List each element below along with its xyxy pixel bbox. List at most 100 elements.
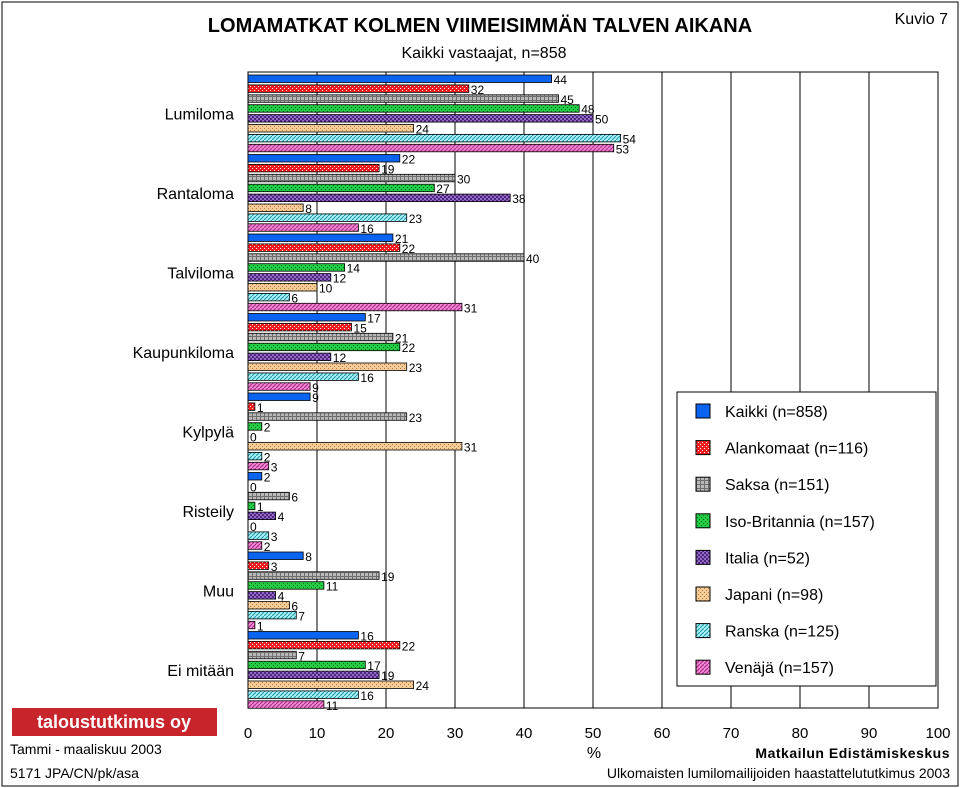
data-label: 53 xyxy=(616,142,630,156)
x-tick-label: 50 xyxy=(585,725,602,742)
source-note: Ulkomaisten lumilomailijoiden haastattel… xyxy=(607,765,950,781)
bar-alankomaat-lumiloma xyxy=(247,84,470,93)
data-label: 19 xyxy=(381,162,395,176)
data-label: 0 xyxy=(250,480,257,494)
x-tick-label: 80 xyxy=(792,725,809,742)
bar-ranska-muu xyxy=(247,611,297,620)
bar-kaikki-ei-mitaan xyxy=(247,631,359,640)
category-label-kylpyla: Kylpylä xyxy=(182,425,234,442)
data-label: 4 xyxy=(278,510,285,524)
chart-title: LOMAMATKAT KOLMEN VIIMEISIMMÄN TALVEN AI… xyxy=(208,14,752,37)
data-label: 22 xyxy=(402,341,416,355)
data-label: 30 xyxy=(457,172,471,186)
bar-kaikki-muu xyxy=(247,551,304,560)
legend-entry-ranska: Ranska (n=125) xyxy=(725,624,839,641)
data-label: 23 xyxy=(409,361,423,375)
bar-saksa-talviloma xyxy=(247,253,525,262)
data-label: 3 xyxy=(271,530,278,544)
bar-ranska-lumiloma xyxy=(247,133,622,143)
bar-iso-britannia-lumiloma xyxy=(247,104,580,113)
category-label-kaupunkiloma: Kaupunkiloma xyxy=(133,345,235,362)
x-tick-label: 90 xyxy=(861,725,878,742)
data-label: 32 xyxy=(471,83,485,97)
x-axis-label: % xyxy=(587,745,601,762)
bar-kaikki-rantaloma xyxy=(247,154,401,163)
data-label: 8 xyxy=(305,550,312,564)
bar-kaikki-lumiloma xyxy=(247,74,553,83)
survey-date: Tammi - maaliskuu 2003 xyxy=(10,741,162,757)
bar-alankomaat-ei-mitaan xyxy=(247,641,401,650)
category-label-rantaloma: Rantaloma xyxy=(157,186,234,203)
category-label-ei-mitaan: Ei mitään xyxy=(167,663,234,680)
category-label-lumiloma: Lumiloma xyxy=(165,107,234,124)
bar-venaja-lumiloma xyxy=(247,143,615,153)
legend-swatch-iso-britannia xyxy=(695,513,711,529)
data-label: 11 xyxy=(326,699,339,713)
data-label: 22 xyxy=(402,153,416,167)
bar-italia-kaupunkiloma xyxy=(247,352,332,362)
data-label: 19 xyxy=(381,669,395,683)
legend-swatch-japani xyxy=(695,586,711,602)
logo: taloustutkimus oy xyxy=(12,708,217,736)
bar-kaikki-kaupunkiloma xyxy=(247,313,366,322)
bar-iso-britannia-muu xyxy=(247,581,325,590)
data-label: 27 xyxy=(436,182,450,196)
bar-saksa-muu xyxy=(247,571,380,580)
bar-venaja-muu xyxy=(247,620,256,630)
legend: Kaikki (n=858) Alankomaat (n=116) Saksa (n… xyxy=(676,391,937,687)
x-tick-label: 100 xyxy=(925,725,950,742)
bar-alankomaat-rantaloma xyxy=(247,163,380,173)
legend-entry-alankomaat: Alankomaat (n=116) xyxy=(725,441,868,458)
data-label: 12 xyxy=(333,351,347,365)
data-label: 2 xyxy=(264,450,271,464)
data-label: 23 xyxy=(409,212,423,226)
data-label: 6 xyxy=(291,490,298,504)
data-label: 40 xyxy=(526,252,540,266)
data-label: 7 xyxy=(298,609,305,623)
bar-venaja-ei-mitaan xyxy=(247,700,325,709)
data-label: 24 xyxy=(416,123,430,137)
figure-label: Kuvio 7 xyxy=(895,11,948,28)
bar-saksa-kylpyla xyxy=(247,412,408,421)
data-label: 21 xyxy=(395,232,409,246)
bar-kaikki-talviloma xyxy=(247,233,394,242)
bar-japani-muu xyxy=(247,601,290,610)
bar-italia-muu xyxy=(247,591,277,600)
legend-entry-iso-britannia: Iso-Britannia (n=157) xyxy=(725,514,875,531)
data-label: 38 xyxy=(512,192,526,206)
data-label: 2 xyxy=(264,421,271,435)
bar-italia-ei-mitaan xyxy=(247,670,380,679)
x-axis-ticks: 0 10 20 30 40 50 60 70 80 90 100 xyxy=(244,725,951,742)
bar-italia-risteily xyxy=(247,511,277,520)
report-code: 5171 JPA/CN/pk/asa xyxy=(10,765,139,781)
legend-swatch-ranska xyxy=(695,623,711,639)
data-label: 8 xyxy=(305,202,312,216)
bar-japani-talviloma xyxy=(247,283,318,292)
data-label: 44 xyxy=(554,73,568,87)
bar-kaikki-risteily xyxy=(247,472,263,481)
bar-saksa-ei-mitaan xyxy=(247,650,297,660)
data-label: 6 xyxy=(291,600,298,614)
data-label: 48 xyxy=(581,103,595,117)
bar-ranska-ei-mitaan xyxy=(247,690,359,699)
x-tick-label: 10 xyxy=(309,725,326,742)
legend-entry-venaja: Venäjä (n=157) xyxy=(725,660,834,677)
legend-swatch-venaja xyxy=(695,659,711,675)
data-label: 45 xyxy=(561,93,575,107)
data-label: 16 xyxy=(360,630,374,644)
data-label: 15 xyxy=(354,321,368,335)
data-label: 21 xyxy=(395,331,409,345)
bar-iso-britannia-talviloma xyxy=(247,263,345,272)
data-label: 12 xyxy=(333,272,347,286)
data-label: 1 xyxy=(257,500,264,514)
bar-ranska-kylpyla xyxy=(247,451,263,461)
data-label: 2 xyxy=(264,471,271,485)
data-label: 11 xyxy=(326,580,339,594)
data-label: 9 xyxy=(312,391,319,405)
data-label: 24 xyxy=(416,679,430,693)
data-label: 31 xyxy=(464,441,478,455)
data-label: 7 xyxy=(298,649,305,663)
bar-venaja-talviloma xyxy=(247,302,463,312)
data-label: 1 xyxy=(257,401,264,415)
bar-alankomaat-kaupunkiloma xyxy=(247,322,352,332)
